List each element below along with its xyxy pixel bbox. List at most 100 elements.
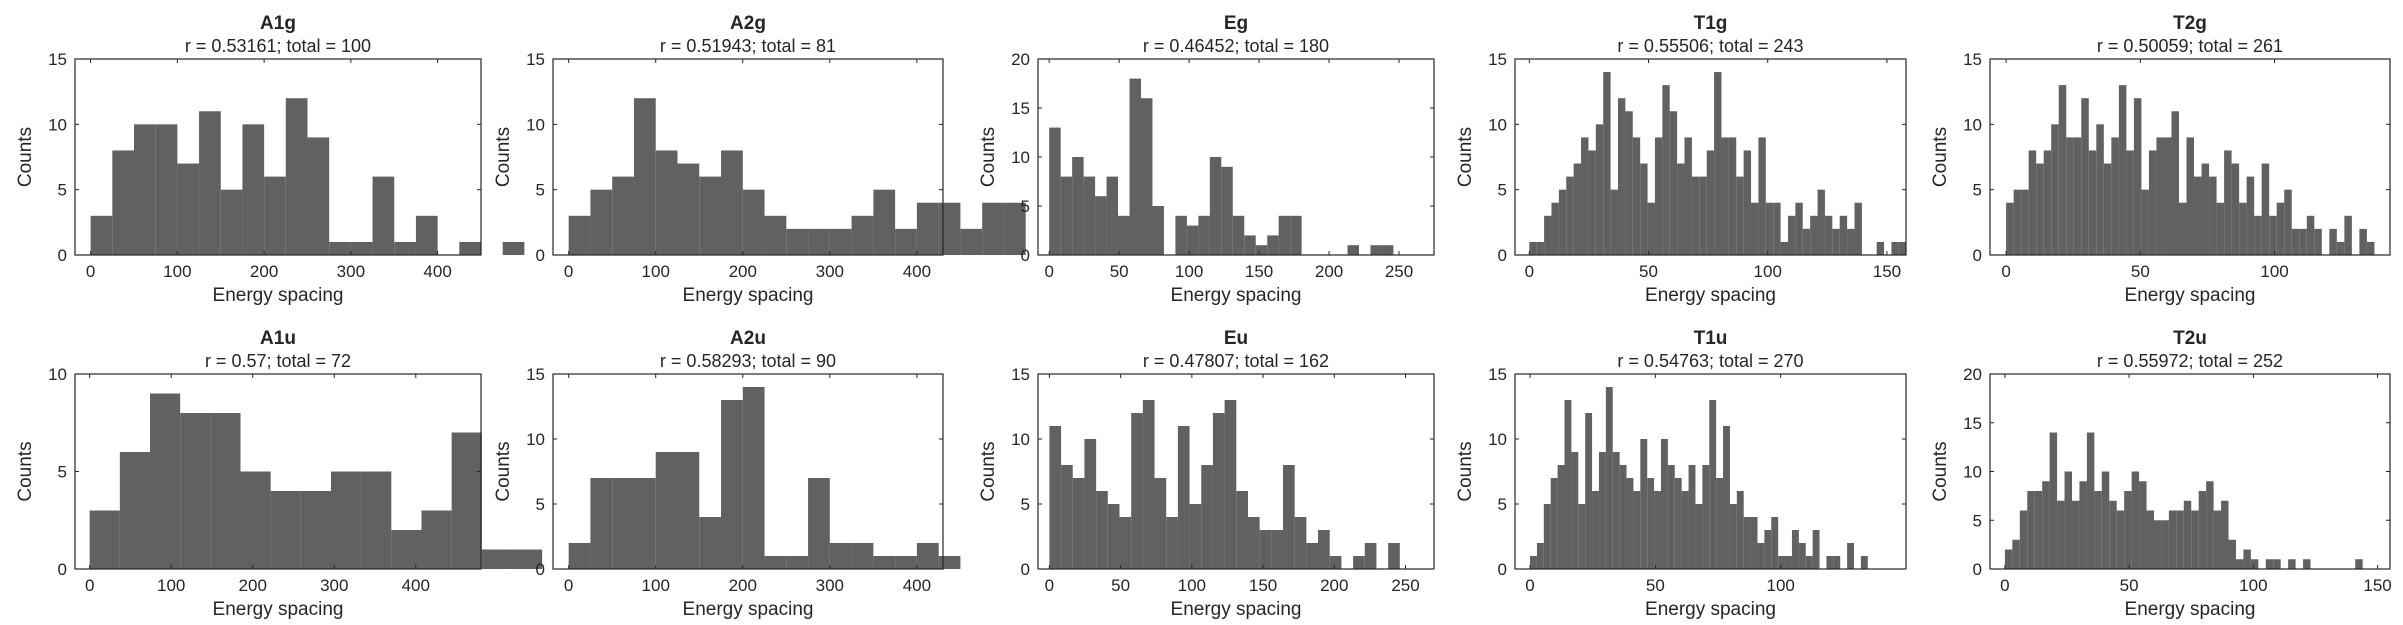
histogram-bar [1826,556,1834,569]
histogram-bar [1684,137,1692,255]
histogram-bar [2198,491,2207,569]
histogram-bar [808,228,830,255]
x-tick-label: 0 [1525,262,1534,281]
y-tick-label: 5 [536,495,545,514]
x-tick-label: 400 [402,576,430,595]
histogram-bar [851,543,874,569]
histogram-bar [1106,176,1119,255]
y-axis-label: Counts [493,127,514,187]
y-tick-label: 15 [1963,414,1982,433]
histogram-bar [90,215,113,255]
histogram-bar [2042,481,2050,569]
histogram-bar [1142,400,1155,569]
chart-title: A1u [260,328,296,349]
histogram-bar [2071,500,2080,569]
histogram-bar [1778,556,1786,569]
histogram-bar [415,215,438,255]
x-tick-label: 0 [1525,576,1534,595]
y-axis-label: Counts [1930,127,1951,187]
histogram-bar [938,556,961,569]
y-tick-label: 0 [58,560,67,579]
x-tick-label: 250 [1385,262,1413,281]
histogram-bar [1743,150,1752,255]
histogram-bar [1212,413,1225,569]
histogram-bar [1236,491,1248,569]
histogram-bar [1084,439,1097,569]
y-axis-label: Counts [978,441,999,501]
histogram-bar [1585,413,1593,569]
histogram-bar [1847,543,1854,569]
histogram-bar [1152,206,1164,255]
y-tick-label: 0 [1973,246,1982,265]
axes-box [1037,373,1435,570]
histogram-bar [2284,189,2292,255]
histogram-bar [1544,215,1552,255]
histogram-bar [307,137,330,255]
histogram-bar [1619,465,1627,569]
y-tick-label: 15 [48,50,67,69]
histogram-bar [2146,510,2154,569]
histogram-bar [1566,176,1574,255]
histogram-bar [2101,471,2110,569]
histogram-bar [2049,432,2058,569]
histogram-bar [895,228,917,255]
histogram-bar [2336,241,2345,255]
histogram-bar [1647,478,1655,569]
y-tick-label: 5 [58,181,67,200]
chart-title: A2u [730,328,766,349]
histogram-bar [2139,481,2147,569]
histogram-bar [1898,241,1907,255]
y-tick-label: 0 [1973,560,1982,579]
histogram-bar [1154,478,1167,569]
histogram-bar [1729,504,1737,569]
histogram-bar [2359,228,2367,255]
histogram-bar [2276,202,2285,255]
histogram-bar [1232,215,1245,255]
axes-box [1989,58,2391,256]
histogram-bar [742,387,765,569]
y-tick-label: 15 [1488,50,1507,69]
histogram-bar [1388,543,1400,569]
x-axis-label: Energy spacing [213,285,344,306]
chart-subtitle: r = 0.46452; total = 180 [1143,36,1329,56]
histogram-bar [786,556,809,569]
chart-subtitle: r = 0.47807; total = 162 [1143,351,1329,371]
histogram-bar [2103,163,2112,255]
histogram-bar [1743,517,1751,569]
histogram-bar [112,150,134,255]
histogram-bar [1839,215,1848,255]
histogram-bar [1702,465,1710,569]
histogram-bar [1571,452,1579,569]
histogram-bar [1557,465,1565,569]
chart-subtitle: r = 0.53161; total = 100 [185,36,371,56]
histogram-bar [1119,517,1132,569]
y-tick-label: 0 [1021,560,1030,579]
y-tick-label: 10 [1963,463,1982,482]
histogram-bar [1805,556,1813,569]
histogram-bar [2141,189,2149,255]
histogram-bar [1854,202,1862,255]
histogram-bar [2013,189,2022,255]
histogram-bar [1603,72,1611,255]
x-tick-label: 200 [1320,576,1348,595]
histogram-bar [2073,137,2082,255]
histogram-bar [1558,189,1567,255]
y-tick-label: 0 [1498,560,1507,579]
histogram-bar [1530,556,1537,569]
histogram-bar [372,176,395,255]
histogram-bar [742,189,765,255]
histogram-bar [1780,241,1788,255]
histogram-bar [300,491,331,569]
y-tick-label: 5 [1973,181,1982,200]
histogram-bar [851,215,874,255]
histogram-bar [1186,225,1199,255]
histogram-bar [2027,491,2035,569]
histogram-bar [2224,150,2232,255]
histogram-bar [1598,452,1606,569]
histogram-bar [568,215,591,255]
histogram-bar [1798,543,1806,569]
histogram-bar [1817,189,1825,255]
histogram-bar [1072,157,1084,255]
x-tick-label: 100 [1175,262,1203,281]
histogram-bar [210,413,241,569]
